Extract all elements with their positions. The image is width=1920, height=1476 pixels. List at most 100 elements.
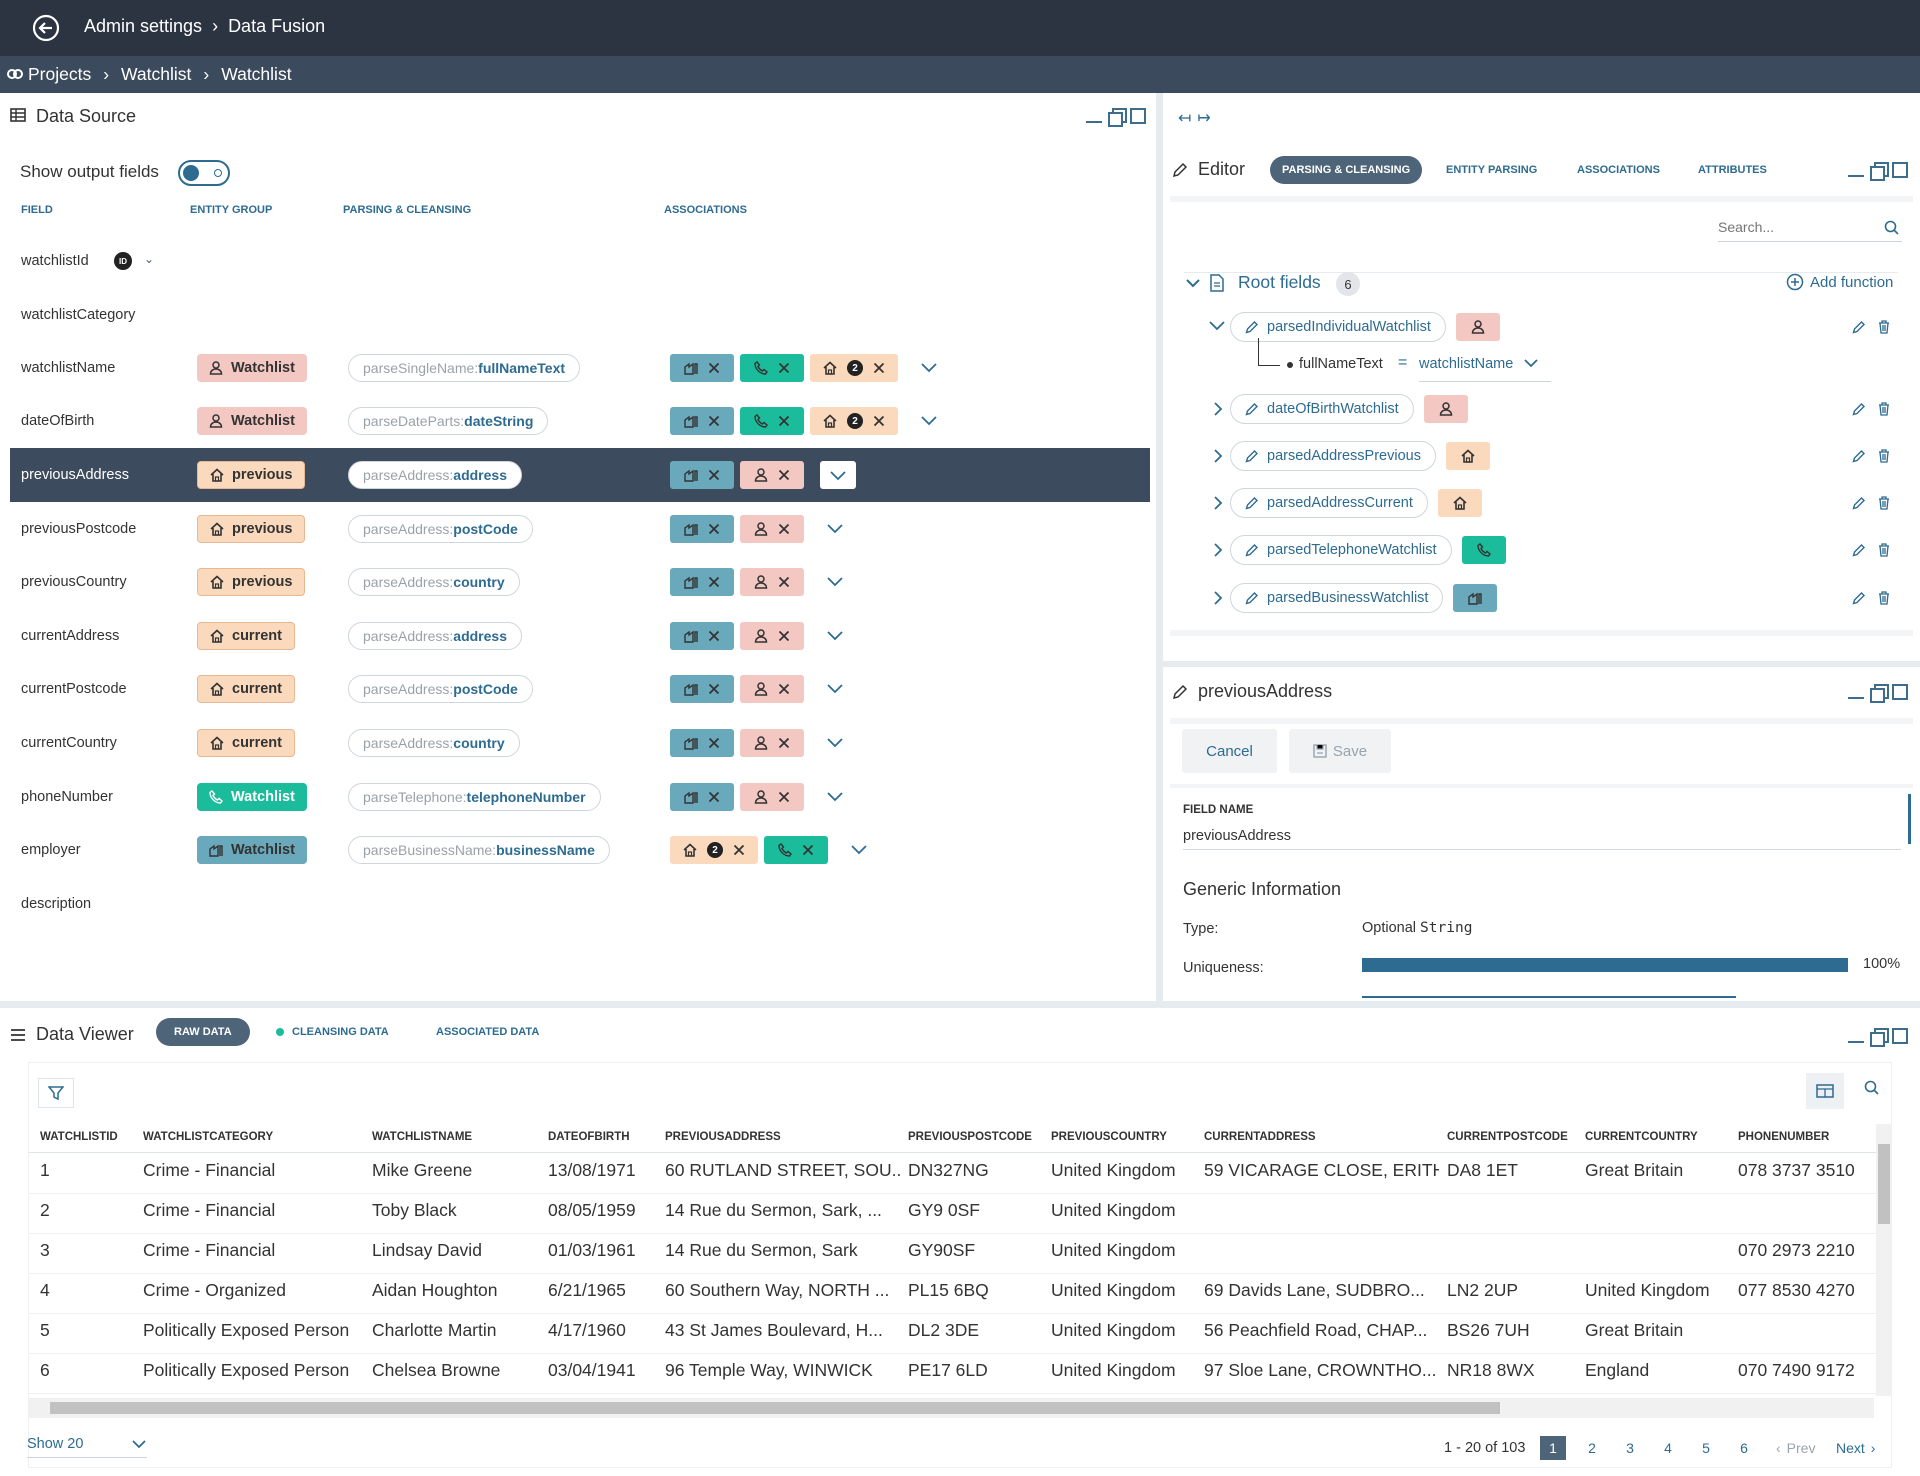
remove-icon[interactable] (708, 576, 720, 588)
association-tag[interactable] (670, 783, 734, 811)
save-button[interactable]: Save (1289, 729, 1391, 773)
remove-icon[interactable] (708, 683, 720, 695)
remove-icon[interactable] (778, 362, 790, 374)
chevron-right-icon[interactable] (1212, 401, 1224, 417)
search-icon[interactable] (1864, 1080, 1880, 1096)
remove-icon[interactable] (708, 415, 720, 427)
association-tag[interactable] (670, 407, 734, 435)
field-row[interactable]: phoneNumber Watchlist parseTelephone: telep… (10, 770, 1150, 824)
association-tag[interactable]: 2 (810, 354, 898, 382)
mapping-target-select[interactable]: watchlistName (1419, 354, 1551, 382)
parsing-function-pill[interactable]: parseAddress: postCode (348, 515, 533, 543)
root-field-pill[interactable]: parsedAddressCurrent (1230, 488, 1428, 518)
back-icon[interactable] (32, 14, 60, 42)
collapse-left-icon[interactable]: ↤ (1178, 110, 1192, 127)
page-button[interactable]: 6 (1740, 1440, 1748, 1456)
remove-icon[interactable] (873, 362, 885, 374)
maximize-icon[interactable] (1892, 684, 1908, 700)
remove-icon[interactable] (708, 469, 720, 481)
prev-page-button[interactable]: ‹ Prev (1776, 1440, 1815, 1456)
entity-group-chip[interactable]: Watchlist (197, 836, 307, 864)
page-button[interactable]: 2 (1588, 1440, 1596, 1456)
field-row[interactable]: previousPostcode previous parseAddress: pos… (10, 502, 1150, 556)
trash-icon[interactable] (1878, 449, 1890, 463)
next-page-button[interactable]: Next › (1836, 1440, 1875, 1456)
minimize-icon[interactable] (1848, 685, 1864, 699)
association-tag[interactable] (740, 461, 804, 489)
remove-icon[interactable] (778, 469, 790, 481)
tab-parsing-cleansing[interactable]: PARSING & CLEANSING (1270, 156, 1423, 184)
field-row[interactable]: currentPostcode current parseAddress: postC… (10, 662, 1150, 716)
maximize-icon[interactable] (1892, 162, 1908, 178)
vertical-scrollbar[interactable] (1876, 1124, 1892, 1396)
remove-icon[interactable] (778, 415, 790, 427)
show-output-toggle[interactable] (178, 160, 230, 186)
root-field-pill[interactable]: dateOfBirthWatchlist (1230, 394, 1414, 424)
field-row[interactable]: currentAddress current parseAddress: addres… (10, 609, 1150, 663)
remove-icon[interactable] (802, 844, 814, 856)
table-row[interactable] (28, 1314, 1876, 1354)
column-header[interactable]: PREVIOUSPOSTCODE (908, 1131, 1032, 1143)
chevron-down-icon[interactable] (920, 414, 938, 426)
scrollbar-thumb[interactable] (1878, 1144, 1890, 1224)
entity-group-chip[interactable]: Watchlist (197, 354, 307, 382)
column-header[interactable]: PREVIOUSADDRESS (665, 1131, 781, 1143)
remove-icon[interactable] (778, 683, 790, 695)
tab-entity-parsing[interactable]: ENTITY PARSING (1434, 156, 1550, 184)
crumb-watchlist-project[interactable]: Watchlist (121, 64, 192, 84)
chevron-down-icon[interactable] (850, 843, 868, 855)
crumb-data-fusion[interactable]: Data Fusion (228, 16, 326, 36)
association-tag[interactable] (670, 568, 734, 596)
entity-group-chip[interactable]: Watchlist (197, 407, 307, 435)
parsing-function-pill[interactable]: parseAddress: country (348, 729, 520, 757)
table-row[interactable] (28, 1274, 1876, 1314)
column-header[interactable]: PHONENUMBER (1738, 1131, 1830, 1143)
association-tag[interactable] (740, 675, 804, 703)
field-row[interactable]: employer Watchlist parseBusinessName: busin… (10, 823, 1150, 877)
add-function-button[interactable]: Add function (1786, 273, 1893, 291)
expand-right-icon[interactable]: ↦ (1197, 110, 1211, 127)
trash-icon[interactable] (1878, 496, 1890, 510)
association-tag[interactable] (740, 515, 804, 543)
edit-icon[interactable] (1852, 320, 1866, 334)
remove-icon[interactable] (778, 630, 790, 642)
association-tag[interactable]: 2 (670, 836, 758, 864)
search-icon[interactable] (1884, 220, 1900, 236)
minimize-icon[interactable] (1086, 109, 1102, 123)
trash-icon[interactable] (1878, 543, 1890, 557)
minimize-icon[interactable] (1848, 1029, 1864, 1043)
chevron-down-icon[interactable] (826, 629, 844, 641)
tab-attributes[interactable]: ATTRIBUTES (1686, 156, 1779, 184)
field-row[interactable]: dateOfBirth Watchlist parseDateParts: dateS… (10, 394, 1150, 448)
chevron-right-icon[interactable] (1212, 542, 1224, 558)
crumb-admin-settings[interactable]: Admin settings (84, 16, 203, 36)
parsing-function-pill[interactable]: parseDateParts: dateString (348, 407, 549, 435)
association-tag[interactable] (670, 461, 734, 489)
chevron-down-icon[interactable] (826, 736, 844, 748)
remove-icon[interactable] (708, 523, 720, 535)
field-row[interactable]: watchlistId ID ⌄ (10, 234, 1150, 288)
chevron-down-icon[interactable] (826, 522, 844, 534)
trash-icon[interactable] (1878, 591, 1890, 605)
association-tag[interactable]: 2 (810, 407, 898, 435)
column-header[interactable]: WATCHLISTCATEGORY (143, 1131, 274, 1143)
entity-group-chip[interactable]: previous (197, 461, 306, 489)
columns-button[interactable] (1806, 1073, 1844, 1109)
chevron-down-icon[interactable] (826, 682, 844, 694)
field-row[interactable]: watchlistCategory (10, 288, 1150, 342)
restore-icon[interactable] (1870, 162, 1889, 181)
page-button[interactable]: 3 (1626, 1440, 1634, 1456)
parsing-function-pill[interactable]: parseAddress: country (348, 568, 520, 596)
association-tag[interactable] (764, 836, 828, 864)
edit-icon[interactable] (1852, 496, 1866, 510)
root-field-pill[interactable]: parsedBusinessWatchlist (1230, 583, 1444, 613)
parsing-function-pill[interactable]: parseTelephone: telephoneNumber (348, 783, 601, 811)
remove-icon[interactable] (708, 362, 720, 374)
parsing-function-pill[interactable]: parseAddress: postCode (348, 675, 533, 703)
association-tag[interactable] (670, 354, 734, 382)
horizontal-scrollbar[interactable] (28, 1398, 1874, 1418)
root-field-pill[interactable]: parsedAddressPrevious (1230, 441, 1436, 471)
filter-button[interactable] (38, 1078, 74, 1108)
chevron-down-icon[interactable] (1184, 276, 1202, 290)
parsing-function-pill[interactable]: parseAddress: address (348, 622, 522, 650)
